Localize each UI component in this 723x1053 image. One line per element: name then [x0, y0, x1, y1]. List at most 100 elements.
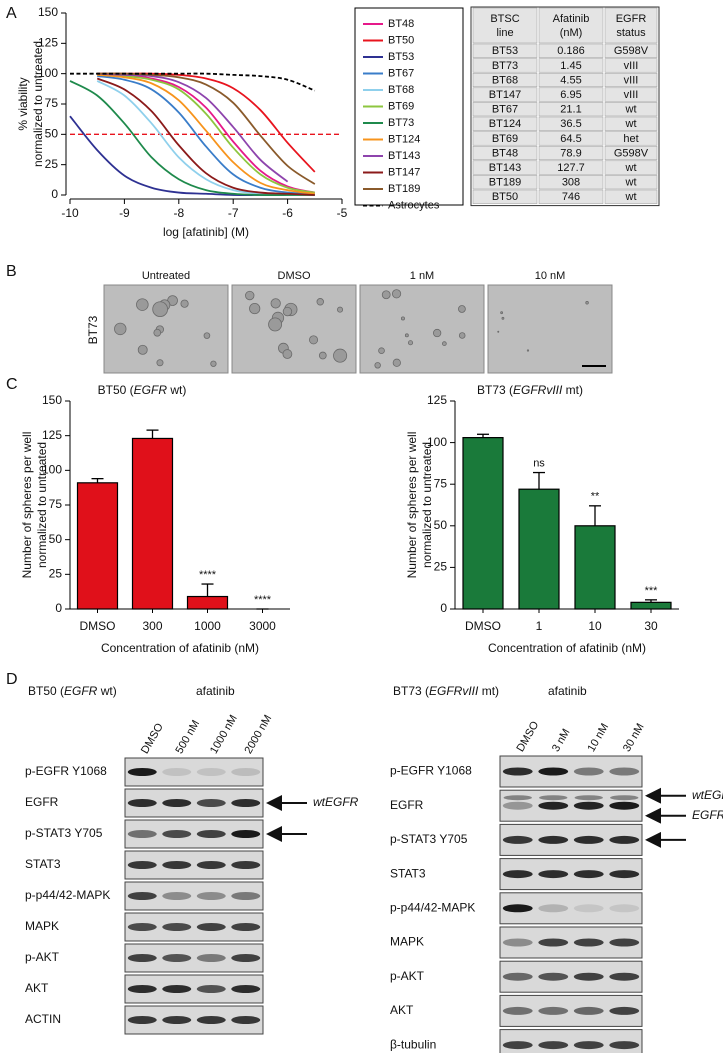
- legend-label: BT48: [388, 18, 414, 30]
- blot-row-label: p-p44/42-MAPK: [390, 900, 475, 914]
- band: [538, 972, 569, 981]
- table-cell: [538, 131, 604, 146]
- y-tick-label: 125: [38, 36, 58, 50]
- band: [502, 767, 533, 776]
- blot-title-part: wt): [97, 684, 116, 698]
- band: [196, 923, 226, 931]
- band: [539, 795, 568, 801]
- band: [538, 904, 569, 913]
- y-tick-label: 50: [434, 518, 448, 532]
- blot: [499, 789, 643, 822]
- band: [127, 830, 157, 838]
- band: [573, 1041, 604, 1050]
- y-tick-label: 100: [427, 435, 447, 449]
- band: [127, 954, 157, 962]
- band: [609, 904, 640, 913]
- lane-label: 500 nM: [173, 718, 202, 756]
- chart-title-part: wt): [167, 383, 186, 397]
- table-header-text: line: [496, 27, 513, 39]
- blot-title: BT73 (EGFRvIII mt): [393, 684, 499, 698]
- table-cell-text: 0.186: [557, 45, 585, 57]
- table-cell: [604, 160, 658, 175]
- arrow-label: wtEGFR: [692, 788, 723, 802]
- table-cell: [604, 116, 658, 131]
- sphere: [458, 332, 466, 339]
- bar: [76, 482, 119, 610]
- table-cell-text: 746: [562, 191, 580, 203]
- band: [538, 938, 569, 947]
- sphere: [268, 317, 283, 332]
- y-axis-label: normalized to untreated: [31, 41, 45, 167]
- table-header-text: BTSC: [490, 13, 519, 25]
- blot-row-label: p-p44/42-MAPK: [25, 888, 110, 902]
- band: [573, 938, 604, 947]
- band: [573, 767, 604, 776]
- band: [231, 985, 261, 993]
- y-tick-label: 125: [42, 428, 62, 442]
- row-label: BT73: [86, 315, 100, 344]
- y-tick-label: 75: [45, 96, 59, 110]
- sphere: [333, 348, 348, 363]
- table-cell-text: BT68: [492, 74, 518, 86]
- table-cell: [538, 145, 604, 161]
- band: [231, 892, 261, 900]
- sphere: [270, 298, 281, 309]
- y-axis-label: % viability: [16, 77, 30, 130]
- band: [502, 801, 533, 810]
- table-cell-text: BT69: [492, 133, 518, 145]
- chart-title: BT50 (EGFR wt): [98, 383, 187, 397]
- x-tick-label: DMSO: [80, 619, 116, 633]
- band: [231, 768, 261, 776]
- band: [231, 861, 261, 869]
- arrow-label: EGFRvIII: [692, 808, 723, 822]
- band: [609, 1041, 640, 1050]
- blot-row-label: AKT: [25, 981, 49, 995]
- table-cell-text: wt: [625, 191, 637, 203]
- sphere: [210, 360, 217, 367]
- band: [573, 972, 604, 981]
- band: [573, 904, 604, 913]
- table-header-cell: [604, 7, 658, 44]
- table-cell: [604, 189, 658, 204]
- bar: [574, 525, 616, 610]
- table-cell: [538, 175, 604, 190]
- band: [538, 767, 569, 776]
- sphere: [282, 306, 293, 317]
- table-cell-text: BT53: [492, 45, 518, 57]
- table-cell: [472, 43, 538, 58]
- table-cell-text: vIII: [624, 60, 639, 72]
- band: [231, 799, 261, 807]
- table-cell-text: 64.5: [560, 133, 581, 145]
- x-tick-label: 1000: [194, 619, 221, 633]
- table-cell-text: wt: [625, 118, 637, 130]
- chart-title-part: EGFRvIII: [513, 383, 563, 397]
- band: [196, 985, 226, 993]
- band: [609, 1006, 640, 1015]
- blot-title-part: BT50 (: [28, 684, 64, 698]
- sphere: [458, 305, 466, 313]
- band: [127, 985, 157, 993]
- lane-label: 30 nM: [621, 721, 647, 753]
- sphere: [391, 289, 402, 299]
- chart-title-part: BT73 (: [477, 383, 513, 397]
- table-cell: [604, 131, 658, 146]
- y-tick-label: 0: [55, 601, 62, 615]
- blot-row-label: p-EGFR Y1068: [390, 764, 472, 778]
- table-cell-text: 78.9: [560, 147, 581, 159]
- x-tick-label: 10: [588, 619, 602, 633]
- sphere: [156, 359, 164, 367]
- table-cell: [472, 160, 538, 175]
- series-line: [97, 75, 315, 195]
- series-line: [96, 77, 315, 196]
- table-cell-text: 21.1: [560, 104, 581, 116]
- y-axis-label: Number of spheres per well: [20, 432, 34, 579]
- table-cell-text: wt: [625, 177, 637, 189]
- table-header-text: Afatinib: [553, 13, 590, 25]
- band: [231, 923, 261, 931]
- series-line: [97, 72, 289, 183]
- significance-label: **: [591, 491, 600, 503]
- sphere: [526, 349, 530, 352]
- blot-row-label: STAT3: [390, 866, 426, 880]
- y-axis-label: Number of spheres per well: [405, 432, 419, 579]
